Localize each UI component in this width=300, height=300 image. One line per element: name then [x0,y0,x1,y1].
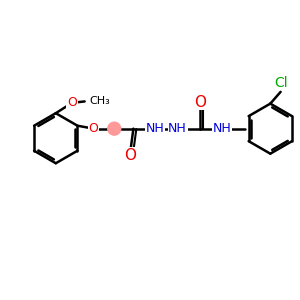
Text: O: O [194,95,206,110]
Text: O: O [67,96,77,110]
Text: O: O [124,148,136,163]
Text: Cl: Cl [274,76,287,90]
Text: NH: NH [146,122,165,135]
Text: NH: NH [212,122,231,135]
Text: CH₃: CH₃ [90,96,110,106]
Circle shape [108,122,121,135]
Text: NH: NH [168,122,187,135]
Text: O: O [89,122,99,135]
